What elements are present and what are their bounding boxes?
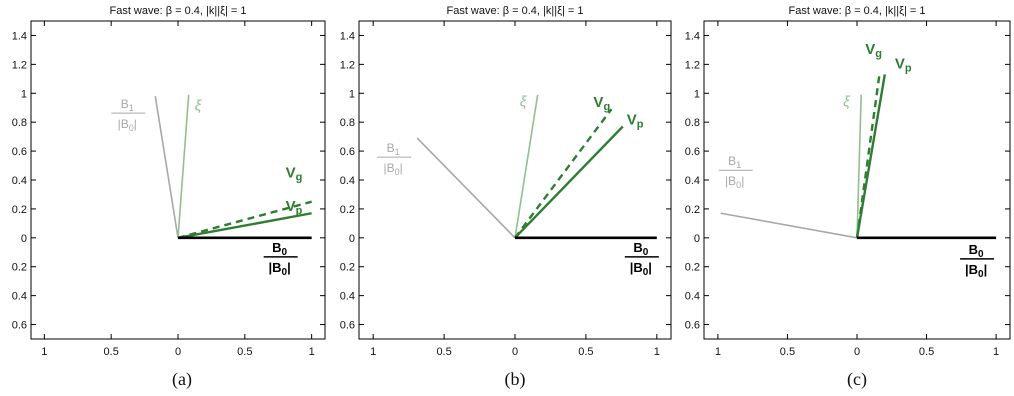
x-tick-label: 1 — [715, 346, 721, 358]
label-vg: Vg — [865, 41, 882, 60]
x-tick-label: 0 — [175, 346, 181, 358]
y-tick-label: 0.4 — [685, 291, 700, 303]
x-tick-label: 1 — [309, 346, 315, 358]
label-denominator: |B0| — [725, 174, 744, 190]
vector-vp — [177, 212, 312, 239]
vector-vg — [514, 108, 613, 239]
label-numerator: B0 — [969, 242, 984, 260]
y-tick-label: 0.2 — [685, 204, 700, 216]
x-tick-label: 1 — [41, 346, 47, 358]
y-tick-label: 0.6 — [12, 146, 27, 158]
y-tick-label: 1.2 — [685, 59, 700, 71]
panel-3: Fast wave: β = 0.4, |k||ξ| = 1 0.6 0.4 0.2 0… — [685, 5, 1011, 390]
label-b1: B1 |B0| — [718, 154, 753, 190]
x-tick-label: 0 — [854, 346, 860, 358]
x-tick-label: 0.5 — [780, 346, 795, 358]
y-tick-label: 1.2 — [340, 59, 355, 71]
y-tick-label: 0.4 — [340, 291, 355, 303]
vector-b1 — [154, 96, 179, 238]
y-tick-label: 0.2 — [685, 262, 700, 274]
y-tick-label: 1 — [349, 88, 355, 100]
label-numerator: B1 — [728, 154, 741, 170]
y-tick-label: 0.4 — [12, 291, 27, 303]
y-tick-label: 0 — [349, 233, 355, 245]
label-denominator: |B0| — [269, 260, 291, 278]
label-b0: B0 |B0| — [263, 240, 298, 278]
label-denominator: |B0| — [384, 161, 403, 177]
label-vg: Vg — [593, 94, 610, 113]
x-tick-label: 1 — [993, 346, 999, 358]
y-tick-label: 0.2 — [12, 262, 27, 274]
y-tick-label: 0.2 — [340, 262, 355, 274]
y-tick-label: 0.2 — [12, 204, 27, 216]
plot-frame — [358, 20, 672, 340]
x-tick-label: 1 — [370, 346, 376, 358]
vector-xi — [177, 94, 190, 238]
y-tick-label: 0.6 — [340, 320, 355, 332]
x-tick-label: 0.5 — [919, 346, 934, 358]
y-tick-label: 0.6 — [12, 320, 27, 332]
y-tick-label: 1 — [694, 88, 700, 100]
chart-title: Fast wave: β = 0.4, |k||ξ| = 1 — [109, 5, 246, 17]
y-tick-label: 0.6 — [685, 146, 700, 158]
chart-title: Fast wave: β = 0.4, |k||ξ| = 1 — [446, 5, 583, 17]
x-tick-label: 0.5 — [436, 346, 451, 358]
y-tick-label: 0.8 — [685, 117, 700, 129]
y-tick-label: 0.8 — [12, 117, 27, 129]
vector-xi — [856, 94, 862, 238]
y-tick-label: 0.8 — [340, 117, 355, 129]
label-vp: Vp — [627, 112, 644, 131]
vector-b1 — [720, 212, 858, 239]
x-tick-label: 0.5 — [237, 346, 252, 358]
chart-title: Fast wave: β = 0.4, |k||ξ| = 1 — [788, 5, 925, 17]
panel-caption: (b) — [505, 369, 526, 390]
panel-caption: (c) — [847, 369, 867, 390]
label-denominator: |B0| — [630, 260, 652, 278]
label-b1: B1 |B0| — [377, 141, 412, 177]
label-vg: Vg — [286, 165, 303, 184]
panel-1: Fast wave: β = 0.4, |k||ξ| = 1 0.6 0.4 0.2 0… — [12, 5, 326, 390]
vector-b1 — [416, 137, 516, 239]
label-vp: Vp — [286, 198, 303, 217]
y-tick-label: 1.4 — [685, 30, 700, 42]
y-tick-label: 0.4 — [685, 175, 700, 187]
plot-frame — [703, 20, 1011, 340]
panel-2: Fast wave: β = 0.4, |k||ξ| = 1 0.6 0.4 0.2 0… — [340, 5, 672, 390]
label-numerator: B0 — [272, 240, 287, 258]
plot-frame — [30, 20, 326, 340]
label-numerator: B0 — [633, 240, 648, 258]
y-tick-label: 1.4 — [12, 30, 27, 42]
y-tick-label: 0.4 — [340, 175, 355, 187]
label-b0: B0 |B0| — [960, 242, 995, 280]
x-tick-label: 0.5 — [578, 346, 593, 358]
y-tick-label: 1.2 — [12, 59, 27, 71]
vector-vp — [855, 74, 887, 239]
label-xi: ξ — [843, 94, 851, 111]
label-numerator: B1 — [387, 141, 400, 157]
panel-caption: (a) — [172, 369, 192, 390]
y-tick-label: 0.6 — [685, 320, 700, 332]
x-tick-label: 0.5 — [104, 346, 119, 358]
label-vp: Vp — [895, 55, 912, 74]
label-xi: ξ — [195, 98, 203, 115]
y-tick-label: 0.6 — [340, 146, 355, 158]
label-b0: B0 |B0| — [624, 240, 659, 278]
label-b1: B1 |B0| — [111, 97, 146, 133]
y-tick-label: 0 — [21, 233, 27, 245]
label-xi: ξ — [520, 94, 528, 111]
y-tick-label: 0 — [694, 233, 700, 245]
x-tick-label: 1 — [654, 346, 660, 358]
y-tick-label: 1 — [21, 88, 27, 100]
label-denominator: |B0| — [965, 262, 987, 280]
y-tick-label: 1.4 — [340, 30, 355, 42]
label-numerator: B1 — [121, 97, 134, 113]
x-tick-label: 0 — [512, 346, 518, 358]
vector-xi — [514, 94, 539, 238]
label-denominator: |B0| — [118, 117, 137, 133]
vector-vp — [514, 125, 624, 239]
y-tick-label: 0.4 — [12, 175, 27, 187]
y-tick-label: 0.2 — [340, 204, 355, 216]
